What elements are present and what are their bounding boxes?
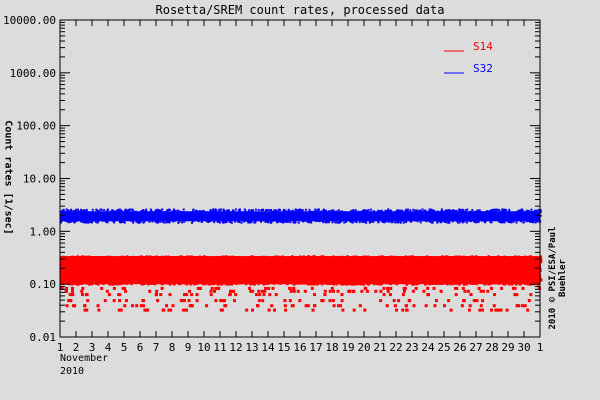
chart-title: Rosetta/SREM count rates, processed data xyxy=(155,3,445,17)
legend-label: S14 xyxy=(473,40,493,53)
x-tick-label: 29 xyxy=(501,341,514,354)
x-tick-label: 6 xyxy=(137,341,144,354)
x-tick-label: 15 xyxy=(277,341,290,354)
x-tick-label: 30 xyxy=(517,341,530,354)
y-tick-label: 1.00 xyxy=(30,225,57,238)
x-tick-label: 28 xyxy=(485,341,498,354)
x-tick-label: 3 xyxy=(89,341,96,354)
x-tick-label: 14 xyxy=(261,341,275,354)
x-tick-label: 22 xyxy=(389,341,402,354)
data-points xyxy=(60,208,543,312)
x-axis-year: 2010 xyxy=(60,366,85,377)
x-tick-label: 2 xyxy=(73,341,80,354)
x-tick-label: 23 xyxy=(405,341,418,354)
y-tick-label: 0.10 xyxy=(30,278,57,291)
x-tick-label: 26 xyxy=(453,341,466,354)
y-tick-label: 100.00 xyxy=(16,120,56,133)
x-tick-label: 25 xyxy=(437,341,450,354)
legend-label: S32 xyxy=(473,62,493,75)
x-tick-label: 10 xyxy=(197,341,210,354)
x-axis: 1 2 3 4 5 6 7 8 9 10 11 12 13 14 15 16 17 18 19 20 21 22 23 24 2… xyxy=(57,20,544,354)
x-tick-label: 18 xyxy=(325,341,338,354)
x-tick-label: 5 xyxy=(121,341,128,354)
x-tick-label: 21 xyxy=(373,341,386,354)
y-axis: 10000.00 1000.00 100.00 10.00 1.00 0.10 0.01 xyxy=(3,14,540,344)
x-tick-label: 9 xyxy=(185,341,192,354)
x-tick-label: 7 xyxy=(153,341,160,354)
y-tick-label: 10000.00 xyxy=(3,14,56,27)
x-tick-label: 16 xyxy=(293,341,306,354)
x-tick-label: 24 xyxy=(421,341,435,354)
axes-frame xyxy=(59,19,541,338)
x-tick-label: 27 xyxy=(469,341,482,354)
y-tick-label: 0.01 xyxy=(30,331,57,344)
legend: S14 S32 xyxy=(444,40,493,75)
y-tick-label: 10.00 xyxy=(23,173,56,186)
x-tick-label: 1 xyxy=(57,341,64,354)
y-tick-label: 1000.00 xyxy=(10,67,56,80)
x-axis-month: November xyxy=(60,353,109,364)
x-tick-label: 1 xyxy=(537,341,544,354)
x-tick-label: 11 xyxy=(213,341,226,354)
x-tick-label: 17 xyxy=(309,341,322,354)
x-tick-label: 12 xyxy=(229,341,242,354)
x-tick-label: 19 xyxy=(341,341,354,354)
x-tick-label: 8 xyxy=(169,341,176,354)
x-tick-label: 20 xyxy=(357,341,370,354)
x-tick-label: 13 xyxy=(245,341,258,354)
x-tick-label: 4 xyxy=(105,341,112,354)
